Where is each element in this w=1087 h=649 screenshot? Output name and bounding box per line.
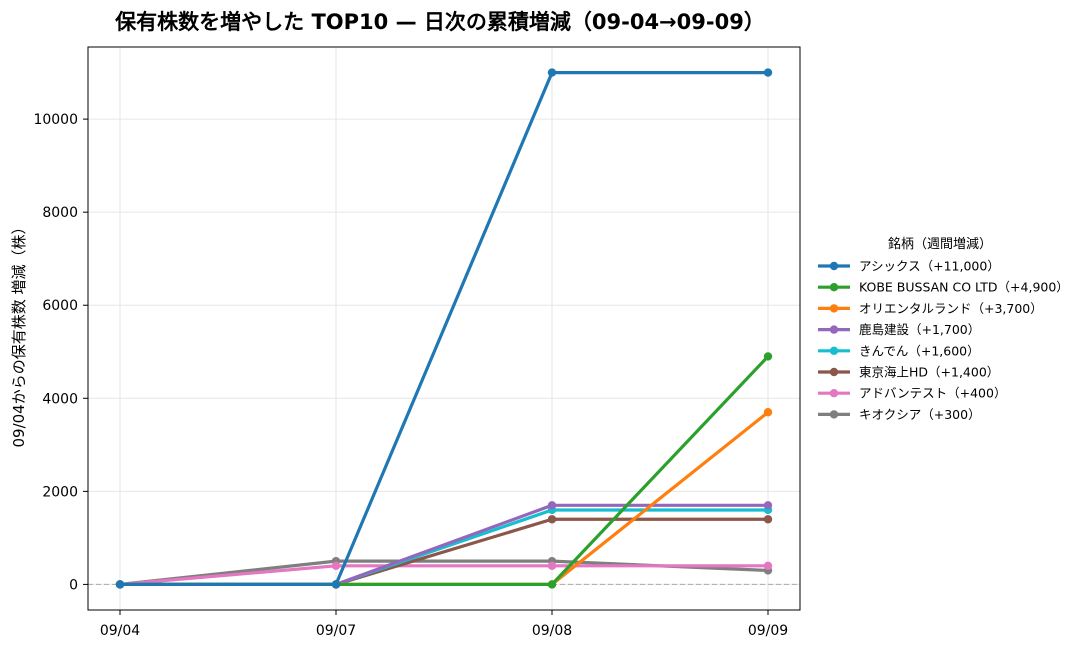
legend-item: アシックス（+11,000） [818, 259, 1000, 274]
data-point [331, 561, 341, 570]
legend-swatch-marker [829, 283, 839, 292]
legend-label: KOBE BUSSAN CO LTD（+4,900） [859, 280, 1069, 295]
legend-label: アシックス（+11,000） [859, 259, 1000, 274]
legend-label: 鹿島建設（+1,700） [859, 322, 980, 337]
legend-swatch-marker [829, 261, 839, 271]
y-tick-label: 8000 [42, 205, 78, 221]
x-tick-label: 09/04 [100, 623, 140, 639]
data-point [547, 68, 557, 77]
series-layer [115, 68, 773, 589]
legend-item: 東京海上HD（+1,400） [818, 365, 999, 380]
legend-label: きんでん（+1,600） [859, 343, 980, 358]
data-point [763, 352, 773, 361]
legend-label: アドバンテスト（+400） [859, 386, 1006, 401]
series-line [118, 564, 770, 587]
data-point [763, 561, 773, 570]
chart-title: 保有株数を増やした TOP10 — 日次の累積増減（09-04→09-09） [115, 10, 765, 34]
legend-item: きんでん（+1,600） [818, 343, 980, 358]
data-point [763, 501, 773, 510]
x-tick-label: 09/07 [316, 623, 356, 639]
data-point [547, 561, 557, 570]
legend-swatch-marker [829, 367, 839, 377]
legend-swatch-marker [829, 389, 839, 398]
data-point [547, 580, 557, 589]
legend-swatch-marker [829, 325, 839, 334]
y-tick-label: 10000 [33, 112, 78, 128]
legend: 銘柄（週間増減） アシックス（+11,000） KOBE BUSSAN CO LTD… [818, 236, 1069, 422]
legend-label: 東京海上HD（+1,400） [859, 365, 999, 380]
legend-item: アドバンテスト（+400） [818, 386, 1006, 401]
data-point [331, 580, 341, 589]
legend-item: オリエンタルランド（+3,700） [818, 301, 1043, 316]
series-group [115, 68, 773, 589]
data-point [547, 515, 557, 524]
y-tick-label: 2000 [42, 484, 78, 500]
series-line [118, 70, 770, 587]
data-point [763, 68, 773, 77]
y-axis-label: 09/04からの保有株数 増減（株） [10, 220, 28, 448]
x-tick-label: 09/08 [532, 623, 572, 639]
axis-layer: 09/04 09/07 09/08 09/09 0 2000 4000 6000 8000 100… [33, 112, 788, 639]
legend-label: オリエンタルランド（+3,700） [859, 301, 1043, 316]
y-tick-label: 6000 [42, 298, 78, 314]
data-point [763, 408, 773, 417]
legend-swatch-marker [829, 410, 839, 419]
legend-swatch-marker [829, 346, 839, 355]
y-tick-label: 0 [69, 577, 78, 593]
data-point [115, 580, 125, 589]
legend-label: キオクシア（+300） [859, 407, 981, 422]
data-point [547, 501, 557, 510]
legend-swatch-marker [829, 304, 839, 313]
legend-title: 銘柄（週間増減） [888, 236, 992, 252]
legend-item: 鹿島建設（+1,700） [818, 322, 980, 337]
legend-item: キオクシア（+300） [818, 407, 981, 422]
plot-frame [87, 46, 801, 611]
legend-item: KOBE BUSSAN CO LTD（+4,900） [818, 280, 1069, 295]
data-point [763, 515, 773, 524]
series-line [118, 410, 770, 587]
y-tick-label: 4000 [42, 391, 78, 407]
x-tick-label: 09/09 [748, 623, 788, 639]
